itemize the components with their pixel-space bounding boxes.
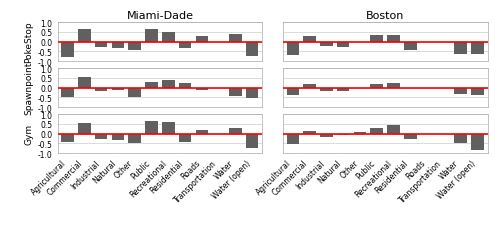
- Bar: [62, 88, 74, 98]
- Bar: [78, 78, 90, 88]
- Bar: [337, 42, 349, 48]
- Bar: [387, 125, 400, 134]
- Bar: [229, 88, 241, 96]
- Bar: [320, 134, 332, 138]
- Bar: [320, 88, 332, 92]
- Bar: [404, 134, 416, 140]
- Bar: [471, 134, 484, 150]
- Bar: [179, 84, 192, 88]
- Y-axis label: Spawnpoint: Spawnpoint: [24, 62, 34, 115]
- Bar: [370, 128, 383, 134]
- Bar: [145, 30, 158, 42]
- Bar: [286, 134, 299, 145]
- Bar: [246, 134, 258, 149]
- Bar: [454, 134, 467, 144]
- Bar: [162, 123, 174, 134]
- Bar: [304, 84, 316, 88]
- Bar: [229, 128, 241, 134]
- Bar: [128, 88, 141, 98]
- Bar: [387, 35, 400, 42]
- Bar: [78, 123, 90, 134]
- Bar: [370, 35, 383, 42]
- Bar: [454, 42, 467, 54]
- Bar: [320, 42, 332, 46]
- Bar: [112, 88, 124, 91]
- Bar: [370, 84, 383, 88]
- Bar: [337, 134, 349, 136]
- Bar: [179, 42, 192, 49]
- Bar: [196, 88, 208, 90]
- Bar: [179, 134, 192, 143]
- Bar: [471, 42, 484, 54]
- Bar: [112, 42, 124, 49]
- Bar: [404, 42, 416, 50]
- Bar: [304, 37, 316, 42]
- Bar: [95, 134, 108, 140]
- Bar: [128, 42, 141, 51]
- Y-axis label: Gym: Gym: [24, 123, 34, 144]
- Bar: [145, 82, 158, 88]
- Y-axis label: PokeStop: PokeStop: [24, 22, 34, 63]
- Bar: [387, 84, 400, 88]
- Bar: [112, 134, 124, 141]
- Bar: [95, 88, 108, 92]
- Bar: [354, 132, 366, 134]
- Bar: [128, 134, 141, 144]
- Bar: [246, 88, 258, 99]
- Title: Boston: Boston: [366, 11, 405, 21]
- Bar: [162, 81, 174, 88]
- Bar: [62, 134, 74, 143]
- Bar: [196, 36, 208, 42]
- Bar: [196, 130, 208, 134]
- Bar: [286, 42, 299, 56]
- Bar: [454, 88, 467, 95]
- Bar: [62, 42, 74, 58]
- Bar: [229, 35, 241, 42]
- Bar: [337, 88, 349, 92]
- Bar: [246, 42, 258, 57]
- Bar: [78, 30, 90, 42]
- Bar: [162, 33, 174, 42]
- Bar: [471, 88, 484, 96]
- Bar: [304, 131, 316, 134]
- Bar: [95, 42, 108, 48]
- Bar: [286, 88, 299, 96]
- Title: Miami-Dade: Miami-Dade: [126, 11, 194, 21]
- Bar: [145, 121, 158, 134]
